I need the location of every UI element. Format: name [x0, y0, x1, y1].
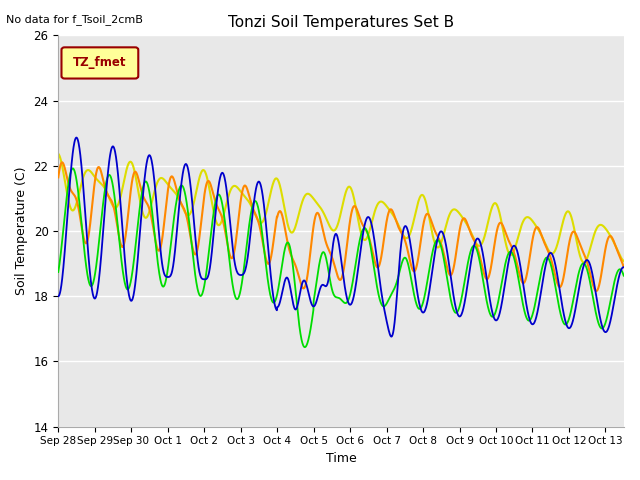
-32cm — [500, 229, 508, 235]
-8cm — [620, 273, 628, 278]
-4cm — [54, 293, 62, 299]
-16cm — [330, 259, 337, 264]
-4cm — [620, 264, 628, 270]
-16cm — [315, 211, 323, 217]
Text: No data for f_Tsoil_2cmB: No data for f_Tsoil_2cmB — [6, 14, 143, 25]
Text: TZ_fmet: TZ_fmet — [73, 57, 127, 70]
-32cm — [314, 202, 322, 207]
-16cm — [84, 238, 92, 244]
-32cm — [620, 258, 628, 264]
-16cm — [593, 288, 600, 294]
-32cm — [54, 151, 62, 156]
-8cm — [69, 166, 77, 171]
-8cm — [500, 267, 508, 273]
-4cm — [388, 334, 396, 339]
-8cm — [301, 344, 308, 350]
-8cm — [54, 269, 62, 275]
-16cm — [500, 225, 508, 230]
Y-axis label: Soil Temperature (C): Soil Temperature (C) — [15, 167, 28, 295]
-32cm — [604, 228, 611, 234]
-16cm — [58, 159, 66, 165]
-4cm — [500, 287, 508, 293]
-32cm — [580, 260, 588, 265]
-4cm — [84, 240, 92, 246]
-4cm — [330, 239, 337, 244]
-4cm — [315, 291, 323, 297]
-8cm — [330, 292, 338, 298]
-4cm — [604, 326, 612, 332]
-16cm — [54, 174, 62, 180]
Title: Tonzi Soil Temperatures Set B: Tonzi Soil Temperatures Set B — [228, 15, 454, 30]
-16cm — [620, 264, 628, 270]
-32cm — [83, 168, 91, 173]
-32cm — [330, 228, 337, 233]
Line: -4cm: -4cm — [58, 138, 624, 336]
-4cm — [604, 327, 611, 333]
X-axis label: Time: Time — [326, 452, 356, 465]
-16cm — [604, 236, 612, 242]
-32cm — [604, 228, 611, 234]
-8cm — [315, 264, 323, 270]
Line: -8cm: -8cm — [58, 168, 624, 347]
Line: -16cm: -16cm — [58, 162, 624, 291]
-8cm — [604, 312, 611, 318]
-8cm — [604, 311, 612, 317]
Line: -32cm: -32cm — [58, 154, 624, 263]
-4cm — [72, 135, 80, 141]
-16cm — [604, 237, 611, 243]
-8cm — [84, 272, 92, 277]
